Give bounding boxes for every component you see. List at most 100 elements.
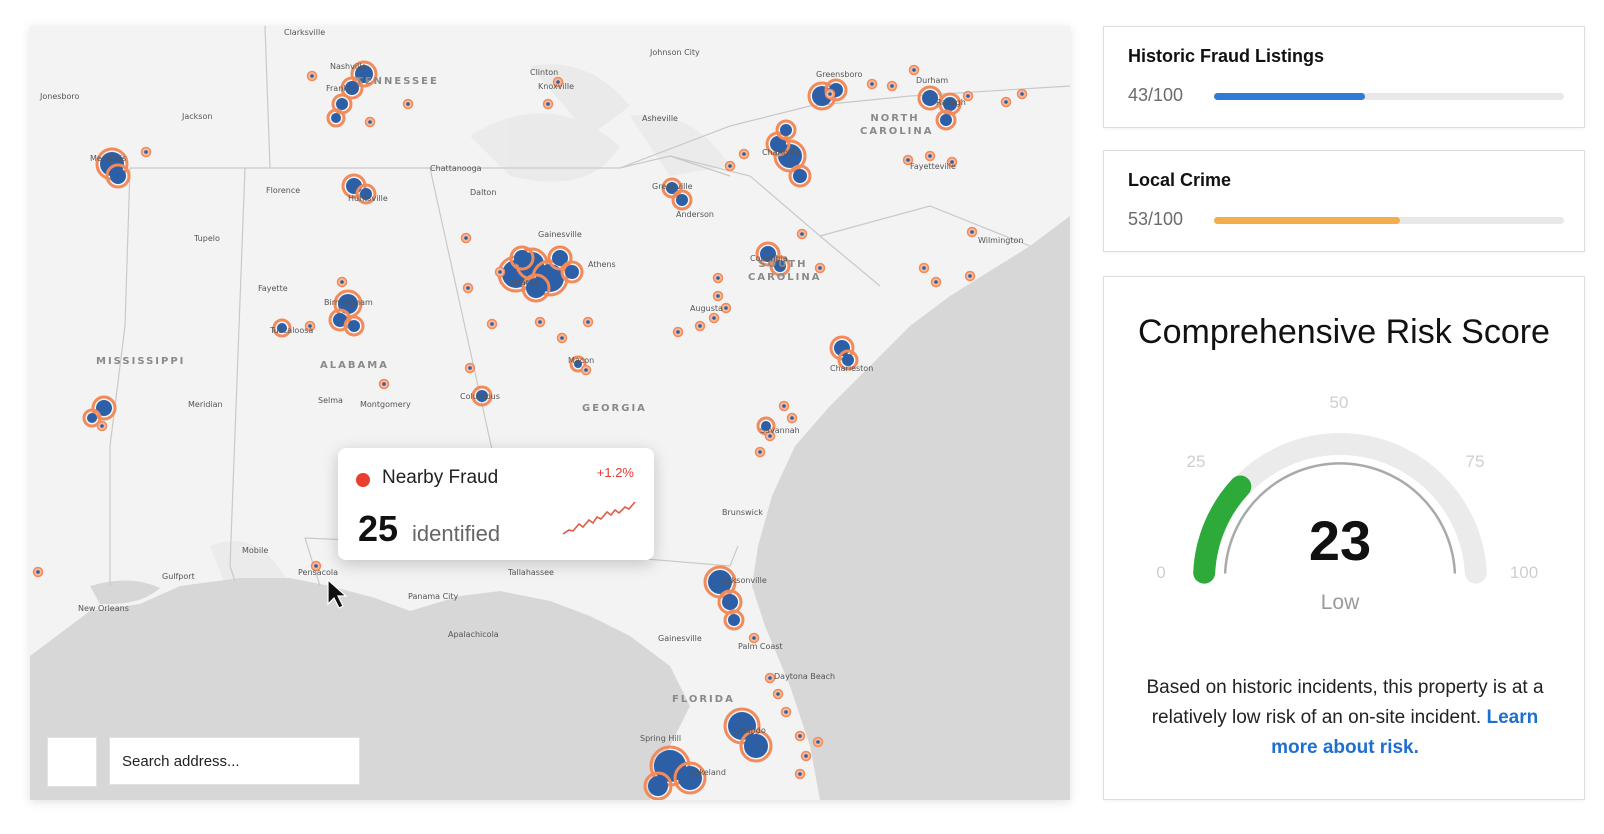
fraud-map[interactable]: TENNESSEE MISSISSIPPI ALABAMA GEORGIA NO… bbox=[30, 26, 1070, 800]
map-canvas[interactable] bbox=[30, 26, 1070, 800]
fraud-cluster[interactable] bbox=[678, 766, 702, 790]
fraud-incident-core bbox=[934, 280, 938, 284]
fraud-cluster[interactable] bbox=[922, 90, 938, 106]
fraud-cluster[interactable] bbox=[355, 65, 373, 83]
fraud-incident-core bbox=[1020, 92, 1024, 96]
fraud-incident-core bbox=[928, 154, 932, 158]
fraud-cluster-halo bbox=[547, 245, 573, 271]
fraud-cluster[interactable] bbox=[526, 278, 546, 298]
fraud-incident-core bbox=[314, 564, 318, 568]
city-label: Savannah bbox=[760, 426, 800, 435]
fraud-cluster[interactable] bbox=[676, 194, 688, 206]
fraud-clusters[interactable] bbox=[32, 60, 1028, 800]
fraud-cluster[interactable] bbox=[345, 81, 359, 95]
fraud-cluster[interactable] bbox=[770, 136, 786, 152]
nearby-fraud-tooltip: Nearby Fraud +1.2% 25 identified bbox=[338, 448, 654, 560]
metric-value: 43/100 bbox=[1128, 85, 1184, 105]
fraud-incident-core bbox=[676, 330, 680, 334]
fraud-cluster[interactable] bbox=[348, 320, 360, 332]
fraud-cluster[interactable] bbox=[778, 144, 802, 168]
fraud-incident-core bbox=[490, 322, 494, 326]
city-label: Dalton bbox=[470, 188, 497, 197]
fraud-incident-core bbox=[758, 450, 762, 454]
fraud-cluster-halo bbox=[343, 315, 365, 337]
fraud-cluster-halo bbox=[837, 349, 859, 371]
city-label: Asheville bbox=[642, 114, 678, 123]
city-label: Chattanooga bbox=[430, 164, 482, 173]
fraud-cluster[interactable] bbox=[780, 124, 792, 136]
gauge-value-arc bbox=[1193, 475, 1252, 584]
city-label: Columbus bbox=[460, 392, 500, 401]
learn-more-link[interactable]: Learn more about risk. bbox=[1271, 707, 1539, 758]
search-address-input[interactable] bbox=[109, 737, 360, 785]
fraud-cluster-halo bbox=[328, 308, 352, 332]
city-label: Greensboro bbox=[816, 70, 863, 79]
locate-button[interactable] bbox=[47, 737, 97, 787]
tooltip-change: +1.2% bbox=[596, 465, 634, 480]
fraud-cluster[interactable] bbox=[940, 114, 952, 126]
fraud-cluster[interactable] bbox=[574, 360, 582, 368]
fraud-incident-core bbox=[716, 294, 720, 298]
city-label: Palm Coast bbox=[738, 642, 783, 651]
fraud-cluster-halo bbox=[82, 408, 102, 428]
state-label-south-carolina: SOUTH CAROLINA bbox=[748, 259, 822, 283]
fraud-cluster[interactable] bbox=[722, 594, 738, 610]
state-label-north-carolina: NORTH CAROLINA bbox=[860, 113, 934, 137]
city-label: Charlotte bbox=[762, 148, 800, 157]
fraud-incident-core bbox=[728, 164, 732, 168]
fraud-cluster[interactable] bbox=[565, 265, 579, 279]
fraud-incident-core bbox=[716, 276, 720, 280]
metric-progress-track bbox=[1214, 217, 1564, 224]
fraud-cluster[interactable] bbox=[360, 188, 372, 200]
fraud-incident-core bbox=[464, 236, 468, 240]
city-label: Augusta bbox=[690, 304, 723, 313]
fraud-cluster[interactable] bbox=[774, 260, 786, 272]
fraud-cluster[interactable] bbox=[793, 169, 807, 183]
fraud-incident-core bbox=[798, 734, 802, 738]
city-label: Raleigh bbox=[936, 98, 966, 107]
fraud-cluster[interactable] bbox=[760, 246, 776, 262]
fraud-incident-core bbox=[804, 754, 808, 758]
fraud-cluster[interactable] bbox=[552, 250, 568, 266]
fraud-cluster-halo bbox=[755, 241, 781, 267]
fraud-cluster[interactable] bbox=[744, 734, 768, 758]
fraud-cluster[interactable] bbox=[476, 390, 488, 402]
fraud-cluster[interactable] bbox=[728, 614, 740, 626]
fraud-cluster[interactable] bbox=[666, 182, 678, 194]
fraud-cluster[interactable] bbox=[331, 113, 341, 123]
gauge-scale-label: 100 bbox=[1510, 563, 1538, 582]
fraud-incident-core bbox=[768, 434, 772, 438]
fraud-incident-core bbox=[966, 94, 970, 98]
metric-title: Local Crime bbox=[1128, 170, 1232, 190]
fraud-cluster[interactable] bbox=[87, 413, 97, 423]
state-label-mississippi: MISSISSIPPI bbox=[96, 356, 186, 367]
city-label: Florence bbox=[266, 186, 301, 195]
fraud-cluster-halo bbox=[673, 761, 707, 795]
fraud-cluster[interactable] bbox=[110, 168, 126, 184]
risk-score-card: Comprehensive Risk Score 0 25 50 75 100 … bbox=[1103, 276, 1585, 800]
city-label: Franklin bbox=[326, 84, 358, 93]
fraud-incident-core bbox=[586, 320, 590, 324]
fraud-cluster[interactable] bbox=[277, 323, 287, 333]
fraud-cluster[interactable] bbox=[648, 776, 668, 796]
fraud-cluster[interactable] bbox=[514, 250, 530, 266]
fraud-cluster[interactable] bbox=[333, 313, 347, 327]
fraud-cluster[interactable] bbox=[336, 98, 348, 110]
fraud-cluster[interactable] bbox=[761, 421, 771, 431]
fraud-cluster[interactable] bbox=[842, 354, 854, 366]
city-label: Tuscaloosa bbox=[270, 326, 314, 335]
fraud-cluster-halo bbox=[938, 92, 962, 116]
city-label: Gainesville bbox=[538, 230, 582, 239]
fraud-cluster[interactable] bbox=[943, 97, 957, 111]
fraud-incident-core bbox=[968, 274, 972, 278]
fraud-cluster[interactable] bbox=[96, 400, 112, 416]
fraud-cluster-halo bbox=[105, 163, 131, 189]
fraud-cluster-halo bbox=[560, 260, 584, 284]
lake-pontchartrain bbox=[90, 580, 160, 605]
historic-fraud-card: Historic Fraud Listings 43/100 bbox=[1103, 26, 1585, 128]
city-label: Fayetteville bbox=[910, 162, 956, 171]
fraud-incident-core bbox=[340, 280, 344, 284]
gauge-scale-label: 50 bbox=[1330, 393, 1349, 412]
fraud-cluster[interactable] bbox=[708, 570, 732, 594]
risk-gauge: 0 25 50 75 100 23 Low bbox=[1156, 393, 1538, 614]
